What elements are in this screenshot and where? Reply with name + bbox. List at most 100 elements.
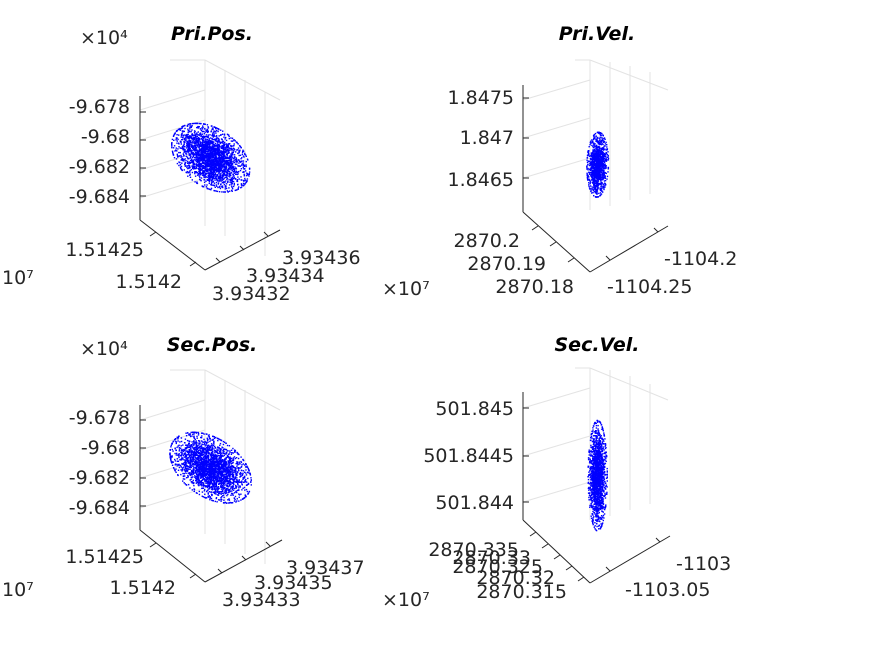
scatter-point: [215, 184, 217, 186]
scatter-point: [209, 481, 212, 483]
scatter-point: [188, 131, 190, 133]
scatter-point: [183, 143, 185, 145]
scatter-point: [195, 475, 197, 478]
scatter-point: [208, 436, 210, 438]
scatter-point: [182, 147, 185, 149]
scatter-point: [173, 157, 176, 159]
scatter-point: [192, 139, 195, 141]
scatter-point: [230, 502, 232, 504]
scatter-point: [604, 148, 606, 150]
scatter-point: [590, 174, 592, 177]
scatter-point: [192, 154, 195, 157]
scatter-point: [211, 150, 213, 152]
scatter-point: [586, 177, 589, 179]
scatter-point: [605, 165, 607, 167]
scatter-point: [595, 160, 597, 162]
scatter-point: [213, 153, 215, 155]
scatter-point: [214, 186, 216, 188]
scatter-point: [173, 133, 176, 135]
scatter-point: [215, 175, 217, 178]
scatter-point: [231, 183, 233, 185]
scatter-point: [188, 152, 190, 155]
scatter-point: [225, 157, 227, 160]
scatter-point: [591, 172, 593, 174]
scatter-point: [208, 149, 210, 151]
scatter-point: [205, 448, 207, 450]
scatter-point: [597, 188, 599, 190]
scatter-point: [183, 155, 185, 157]
scatter-point: [197, 167, 200, 170]
scatter-point: [186, 450, 188, 452]
scatter-point: [218, 139, 220, 142]
scatter-point: [185, 134, 188, 137]
scatter-point: [181, 126, 183, 128]
scatter-point: [215, 139, 217, 141]
scatter-point: [196, 126, 198, 129]
scatter-point: [223, 488, 225, 490]
scatter-point: [587, 151, 589, 153]
scatter-point: [200, 149, 202, 151]
scatter-point: [598, 182, 600, 185]
scatter-point: [204, 163, 206, 165]
scatter-point: [210, 163, 212, 165]
scatter-point: [202, 154, 204, 156]
scatter-point: [184, 163, 186, 165]
scatter-point: [209, 141, 211, 143]
scatter-point: [221, 482, 224, 484]
scatter-point: [597, 131, 599, 134]
scatter-point: [199, 132, 202, 134]
scatter-point: [195, 137, 197, 139]
scatter-point: [190, 125, 192, 128]
scatter-point: [602, 148, 604, 150]
scatter-point: [218, 135, 220, 137]
scatter-point: [228, 174, 231, 176]
scatter-point: [203, 146, 206, 148]
scatter-point: [225, 176, 227, 179]
scatter-point: [597, 155, 600, 158]
scatter-point: [202, 150, 204, 152]
scatter-point: [213, 147, 215, 149]
x-tick-pri-vel-0: -1104.2: [664, 248, 737, 270]
scatter-point: [179, 166, 182, 168]
scatter-point: [189, 148, 191, 150]
scatter-point: [601, 187, 603, 190]
scatter-point: [592, 187, 595, 189]
scatter-point: [220, 162, 222, 164]
scatter-point: [225, 143, 228, 145]
scatter-point: [202, 185, 204, 188]
scatter-point: [207, 165, 209, 168]
scatter-point: [230, 149, 232, 151]
scatter-point: [242, 166, 244, 169]
scatter-point: [240, 183, 243, 185]
scatter-point: [231, 452, 233, 454]
scatter-point: [206, 150, 208, 153]
scatter-point: [171, 142, 173, 145]
scatter-point: [203, 141, 206, 143]
scatter-point: [238, 496, 240, 498]
scatter-point: [185, 138, 187, 140]
scatter-point: [221, 145, 224, 148]
scatter-point: [600, 139, 603, 142]
scatter-point: [227, 147, 230, 149]
scatter-point: [596, 182, 598, 184]
scatter-point: [595, 177, 597, 179]
scatter-point: [188, 148, 190, 150]
scatter-point: [219, 166, 222, 169]
scatter-point: [206, 187, 209, 190]
scatter-point: [227, 450, 229, 452]
scatter-point: [596, 146, 599, 148]
scatter-point: [206, 128, 208, 131]
scatter-point: [204, 167, 207, 169]
scatter-point: [603, 146, 605, 148]
scatter-point: [230, 156, 232, 158]
scatter-point: [602, 152, 604, 154]
scatter-point: [221, 191, 223, 193]
scatter-point: [223, 147, 225, 149]
scatter-point: [197, 432, 200, 435]
scatter-point: [597, 149, 600, 152]
scatter-point: [186, 133, 188, 136]
scatter-point: [181, 169, 183, 171]
scatter-point: [220, 172, 222, 175]
scatter-point: [184, 134, 187, 136]
scatter-point: [593, 175, 595, 178]
